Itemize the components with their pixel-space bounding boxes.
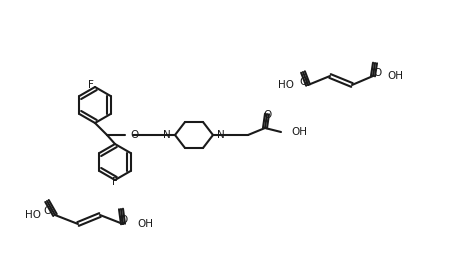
Text: N: N	[163, 130, 171, 140]
Text: F: F	[88, 80, 94, 90]
Text: OH: OH	[137, 219, 153, 229]
Text: OH: OH	[291, 127, 307, 137]
Text: O: O	[299, 77, 307, 87]
Text: O: O	[373, 68, 381, 78]
Text: OH: OH	[387, 71, 403, 81]
Text: O: O	[130, 130, 138, 140]
Text: O: O	[43, 206, 51, 216]
Text: F: F	[112, 177, 118, 187]
Text: HO: HO	[278, 80, 294, 90]
Text: HO: HO	[25, 210, 41, 220]
Text: O: O	[263, 110, 271, 120]
Text: O: O	[119, 215, 127, 225]
Text: N: N	[217, 130, 225, 140]
